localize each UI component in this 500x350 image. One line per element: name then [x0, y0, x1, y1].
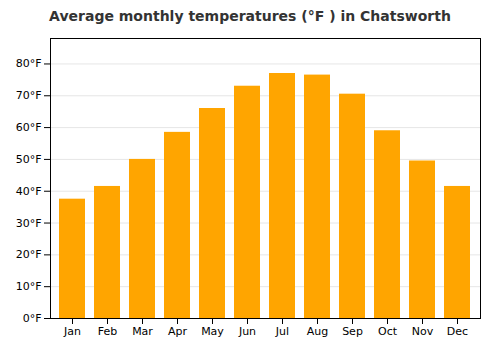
html-text:Average monthly temperatures (: Average monthly temperatures (°F ) in Ch…: [49, 8, 451, 24]
svg-text:Jan: Jan: [63, 325, 81, 338]
svg-text:30°F: 30°F: [16, 217, 42, 230]
svg-text:May: May: [201, 325, 224, 338]
svg-text:Jun: Jun: [238, 325, 256, 338]
svg-text:Aug: Aug: [307, 325, 328, 338]
svg-text:10°F: 10°F: [16, 280, 42, 293]
svg-text:60°F: 60°F: [16, 121, 42, 134]
svg-text:Nov: Nov: [412, 325, 434, 338]
svg-text:20°F: 20°F: [16, 248, 42, 261]
svg-text:Feb: Feb: [98, 325, 117, 338]
svg-text:70°F: 70°F: [16, 89, 42, 102]
svg-text:Mar: Mar: [132, 325, 153, 338]
svg-text:50°F: 50°F: [16, 153, 42, 166]
svg-text:Apr: Apr: [168, 325, 188, 338]
svg-text:Oct: Oct: [378, 325, 398, 338]
svg-text:0°F: 0°F: [23, 312, 42, 325]
svg-text:40°F: 40°F: [16, 185, 42, 198]
svg-text:Jul: Jul: [275, 325, 289, 338]
svg-text:Sep: Sep: [342, 325, 363, 338]
svg-text:Dec: Dec: [447, 325, 468, 338]
svg-text:80°F: 80°F: [16, 57, 42, 70]
